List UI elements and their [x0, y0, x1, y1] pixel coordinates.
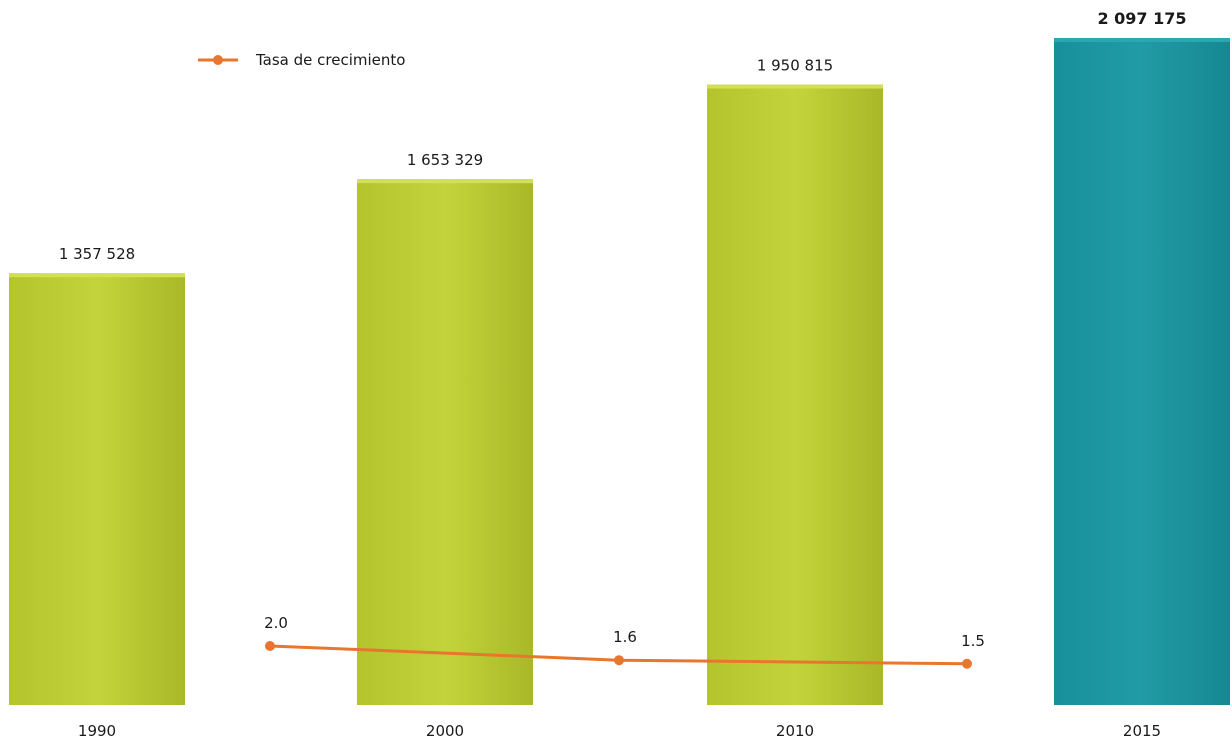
growth-rate-point	[962, 658, 972, 669]
growth-rate-point	[265, 641, 275, 651]
bar-series	[9, 38, 1230, 706]
bar-value-label-1990: 1 357 528	[59, 245, 135, 263]
x-axis-tick-labels: 1990 2000 2010 2015	[78, 722, 1161, 740]
growth-rate-point	[614, 655, 624, 666]
growth-rate-value-label: 1.5	[961, 632, 985, 650]
bar-value-label-2010: 1 950 815	[757, 57, 833, 75]
growth-rate-series: 2.0 1.6 1.5	[264, 614, 985, 669]
growth-rate-value-label: 1.6	[613, 628, 637, 646]
legend: Tasa de crecimiento	[198, 51, 405, 69]
x-tick-label-1990: 1990	[78, 722, 116, 740]
bar-2010	[707, 84, 883, 706]
bar-value-label-2000: 1 653 329	[407, 151, 483, 169]
bar-top-highlight	[707, 84, 883, 89]
legend-entry-tasa: Tasa de crecimiento	[255, 51, 405, 69]
bar-value-label-2015: 2 097 175	[1097, 9, 1186, 28]
bar-1990	[9, 273, 185, 705]
growth-rate-value-label: 2.0	[264, 614, 288, 632]
bar-top-highlight	[357, 179, 533, 184]
x-tick-label-2010: 2010	[776, 722, 814, 740]
bar-top-highlight	[1054, 38, 1230, 42]
bar-top-highlight	[9, 273, 185, 278]
x-tick-label-2000: 2000	[426, 722, 464, 740]
bar-value-labels: 1 357 528 1 653 329 1 950 815 2 097 175	[59, 9, 1187, 263]
legend-marker-swatch	[213, 55, 223, 65]
bar-2000	[357, 179, 533, 706]
x-tick-label-2015: 2015	[1123, 722, 1161, 740]
bar-2015	[1054, 38, 1230, 705]
